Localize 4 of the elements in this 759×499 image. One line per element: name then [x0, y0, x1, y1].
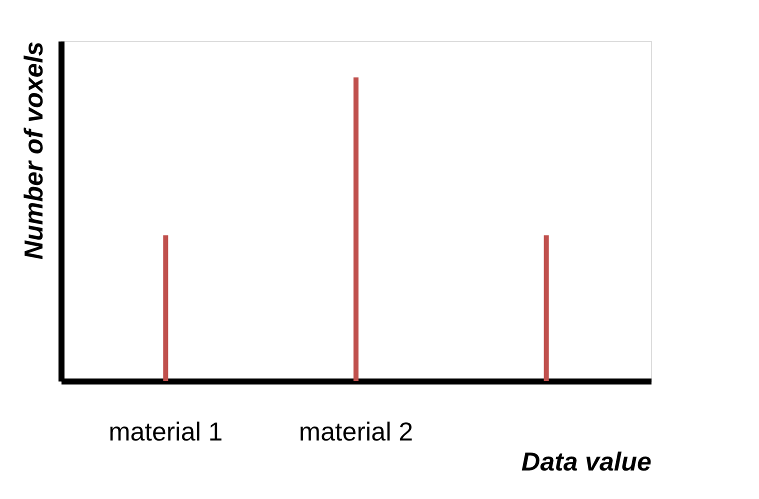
y-axis-title: Number of voxels: [18, 42, 48, 260]
x-tick-label: material 2: [298, 416, 414, 446]
x-axis-title: Data value: [521, 446, 652, 476]
x-tick-label: material 1: [108, 416, 223, 446]
